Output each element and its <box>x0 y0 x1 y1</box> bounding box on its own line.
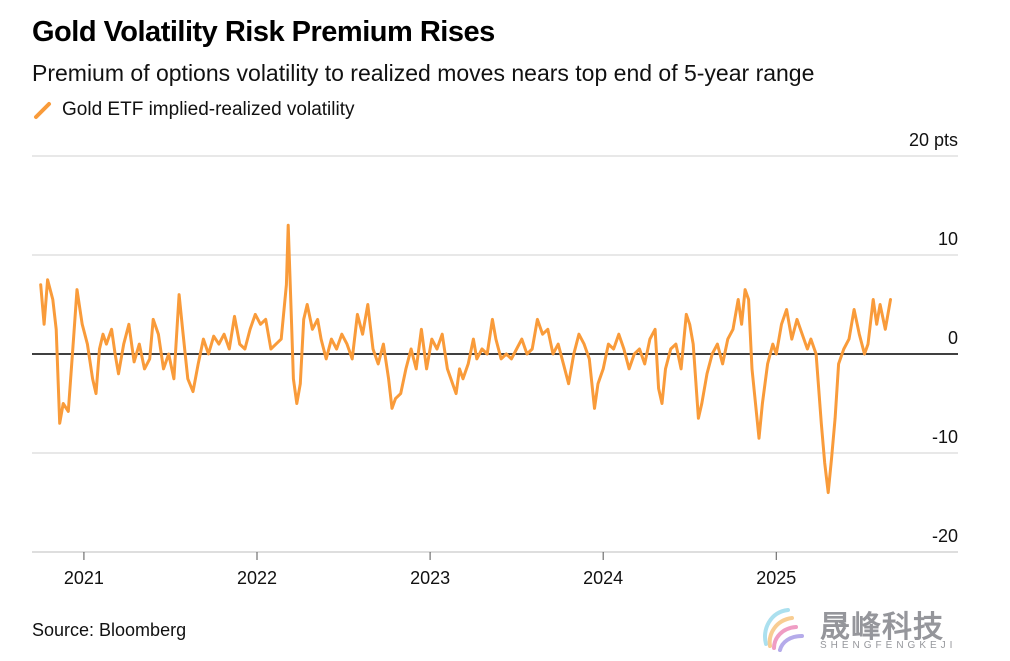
watermark-logo: 晟峰科技 SHENGFENGKEJI <box>758 600 988 656</box>
x-tick-label: 2025 <box>756 568 796 588</box>
legend-line-icon <box>34 102 51 119</box>
y-tick-label: -20 <box>932 526 958 546</box>
source-note: Source: Bloomberg <box>32 620 187 640</box>
watermark-swirl-icon <box>763 608 804 652</box>
series-line <box>39 223 892 495</box>
x-tick-label: 2024 <box>583 568 623 588</box>
y-tick-label: 10 <box>938 229 958 249</box>
chart-title: Gold Volatility Risk Premium Rises <box>32 16 495 48</box>
chart-subtitle: Premium of options volatility to realize… <box>32 60 815 86</box>
y-tick-label: -10 <box>932 427 958 447</box>
y-tick-label: 20 pts <box>909 130 958 150</box>
y-tick-label: 0 <box>948 328 958 348</box>
legend-label: Gold ETF implied-realized volatility <box>62 99 355 120</box>
x-tick-label: 2023 <box>410 568 450 588</box>
x-tick-label: 2022 <box>237 568 277 588</box>
x-tick-label: 2021 <box>64 568 104 588</box>
legend: Gold ETF implied-realized volatility <box>32 99 355 121</box>
